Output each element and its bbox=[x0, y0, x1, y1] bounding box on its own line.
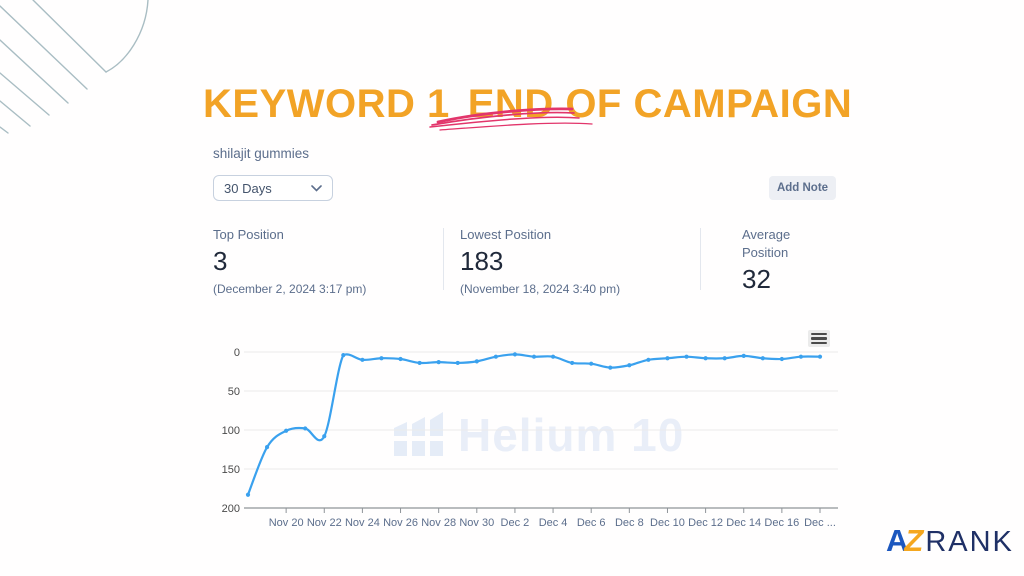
svg-text:Dec 6: Dec 6 bbox=[577, 517, 606, 529]
svg-text:Dec 14: Dec 14 bbox=[726, 517, 761, 529]
svg-text:Dec 12: Dec 12 bbox=[688, 517, 723, 529]
logo-rank-text: RANK bbox=[925, 526, 1014, 558]
date-range-dropdown[interactable]: 30 Days bbox=[213, 175, 333, 201]
stats-divider bbox=[700, 228, 701, 290]
svg-text:Dec 16: Dec 16 bbox=[764, 517, 799, 529]
stat-value: 3 bbox=[213, 246, 228, 276]
chart-menu-button[interactable] bbox=[808, 330, 830, 347]
logo-letter-z: Z bbox=[904, 523, 924, 558]
corner-lines-decoration bbox=[0, 0, 149, 134]
svg-text:50: 50 bbox=[228, 386, 240, 398]
stat-label: Lowest Position bbox=[460, 227, 552, 242]
svg-text:150: 150 bbox=[222, 464, 240, 476]
azrank-logo: A Z RANK bbox=[886, 522, 1014, 561]
stat-caption: (November 18, 2024 3:40 pm) bbox=[460, 282, 621, 296]
svg-text:Nov 20: Nov 20 bbox=[269, 517, 304, 529]
svg-text:0: 0 bbox=[234, 347, 240, 359]
date-range-value: 30 Days bbox=[224, 180, 272, 196]
svg-text:Dec 2: Dec 2 bbox=[501, 517, 530, 529]
svg-text:Nov 28: Nov 28 bbox=[421, 517, 456, 529]
stat-value: 183 bbox=[460, 246, 504, 276]
rank-chart-card: Helium 10 0 50 100 150 200 Nov 20 Nov 22 Nov 2… bbox=[208, 322, 840, 552]
chevron-down-icon bbox=[311, 184, 322, 192]
underline-scribble-decoration bbox=[429, 107, 593, 131]
svg-text:Nov 30: Nov 30 bbox=[459, 517, 494, 529]
helium10-watermark: Helium 10 bbox=[394, 408, 684, 462]
hamburger-menu-icon bbox=[811, 333, 827, 336]
svg-text:200: 200 bbox=[222, 503, 240, 515]
add-note-button[interactable]: Add Note bbox=[769, 176, 836, 200]
stat-label: Average Position bbox=[742, 227, 791, 260]
svg-text:100: 100 bbox=[222, 425, 240, 437]
svg-text:Nov 26: Nov 26 bbox=[383, 517, 418, 529]
watermark-text: Helium 10 bbox=[458, 409, 685, 461]
stat-label: Top Position bbox=[213, 227, 284, 242]
stat-average-position: Average Position 32 bbox=[742, 226, 824, 294]
svg-text:Nov 24: Nov 24 bbox=[345, 517, 380, 529]
logo-letter-a: A bbox=[886, 523, 909, 558]
svg-text:Nov 22: Nov 22 bbox=[307, 517, 342, 529]
title-part-1: KEYWORD 1 bbox=[203, 81, 450, 126]
svg-text:Dec ...: Dec ... bbox=[804, 517, 836, 529]
stat-value: 32 bbox=[742, 264, 771, 294]
svg-text:Dec 8: Dec 8 bbox=[615, 517, 644, 529]
stat-caption: (December 2, 2024 3:17 pm) bbox=[213, 282, 367, 296]
keyword-label: shilajit gummies bbox=[213, 146, 310, 161]
stats-divider bbox=[443, 228, 444, 290]
stat-lowest-position: Lowest Position 183 (November 18, 2024 3… bbox=[460, 226, 620, 296]
stat-top-position: Top Position 3 (December 2, 2024 3:17 pm… bbox=[213, 226, 366, 296]
svg-text:Dec 10: Dec 10 bbox=[650, 517, 685, 529]
svg-text:Dec 4: Dec 4 bbox=[539, 517, 568, 529]
